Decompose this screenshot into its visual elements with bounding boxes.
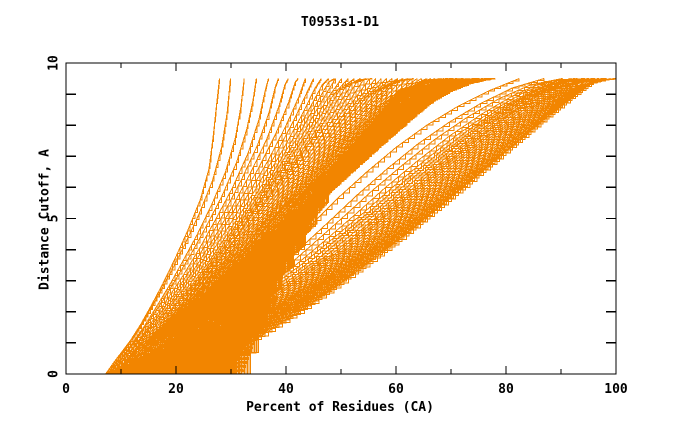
data-curve xyxy=(134,78,584,375)
data-curves-layer xyxy=(105,78,617,375)
data-curve xyxy=(138,78,409,375)
axes-layer xyxy=(65,62,617,375)
data-curve xyxy=(173,78,600,375)
data-curve xyxy=(131,78,578,375)
data-curve xyxy=(181,78,611,375)
x-tick-label: 60 xyxy=(388,382,404,397)
x-axis-label: Percent of Residues (CA) xyxy=(246,400,434,415)
y-tick-label: 0 xyxy=(47,370,62,378)
data-curve xyxy=(186,78,617,375)
data-curve xyxy=(129,78,365,375)
data-curve xyxy=(129,78,571,375)
data-curve xyxy=(175,78,603,375)
data-curve xyxy=(167,78,592,375)
data-curve xyxy=(126,78,563,375)
data-curve xyxy=(164,78,588,375)
x-tick-label: 100 xyxy=(604,382,628,397)
x-tick-label: 20 xyxy=(168,382,184,397)
data-curve xyxy=(184,78,614,375)
data-curve xyxy=(140,78,595,375)
tick-labels-layer: 0 20 40 60 80 100 0 5 10 xyxy=(47,55,628,397)
x-tick-label: 80 xyxy=(498,382,514,397)
data-curve xyxy=(131,78,377,375)
y-tick-label: 5 xyxy=(47,215,62,223)
data-curve xyxy=(137,78,590,375)
data-curve xyxy=(178,78,607,375)
page-title: T0953s1-D1 xyxy=(300,15,380,30)
data-curve xyxy=(170,78,596,375)
x-tick-label: 40 xyxy=(278,382,294,397)
x-tick-label: 0 xyxy=(62,382,70,397)
y-tick-label: 10 xyxy=(47,55,62,71)
